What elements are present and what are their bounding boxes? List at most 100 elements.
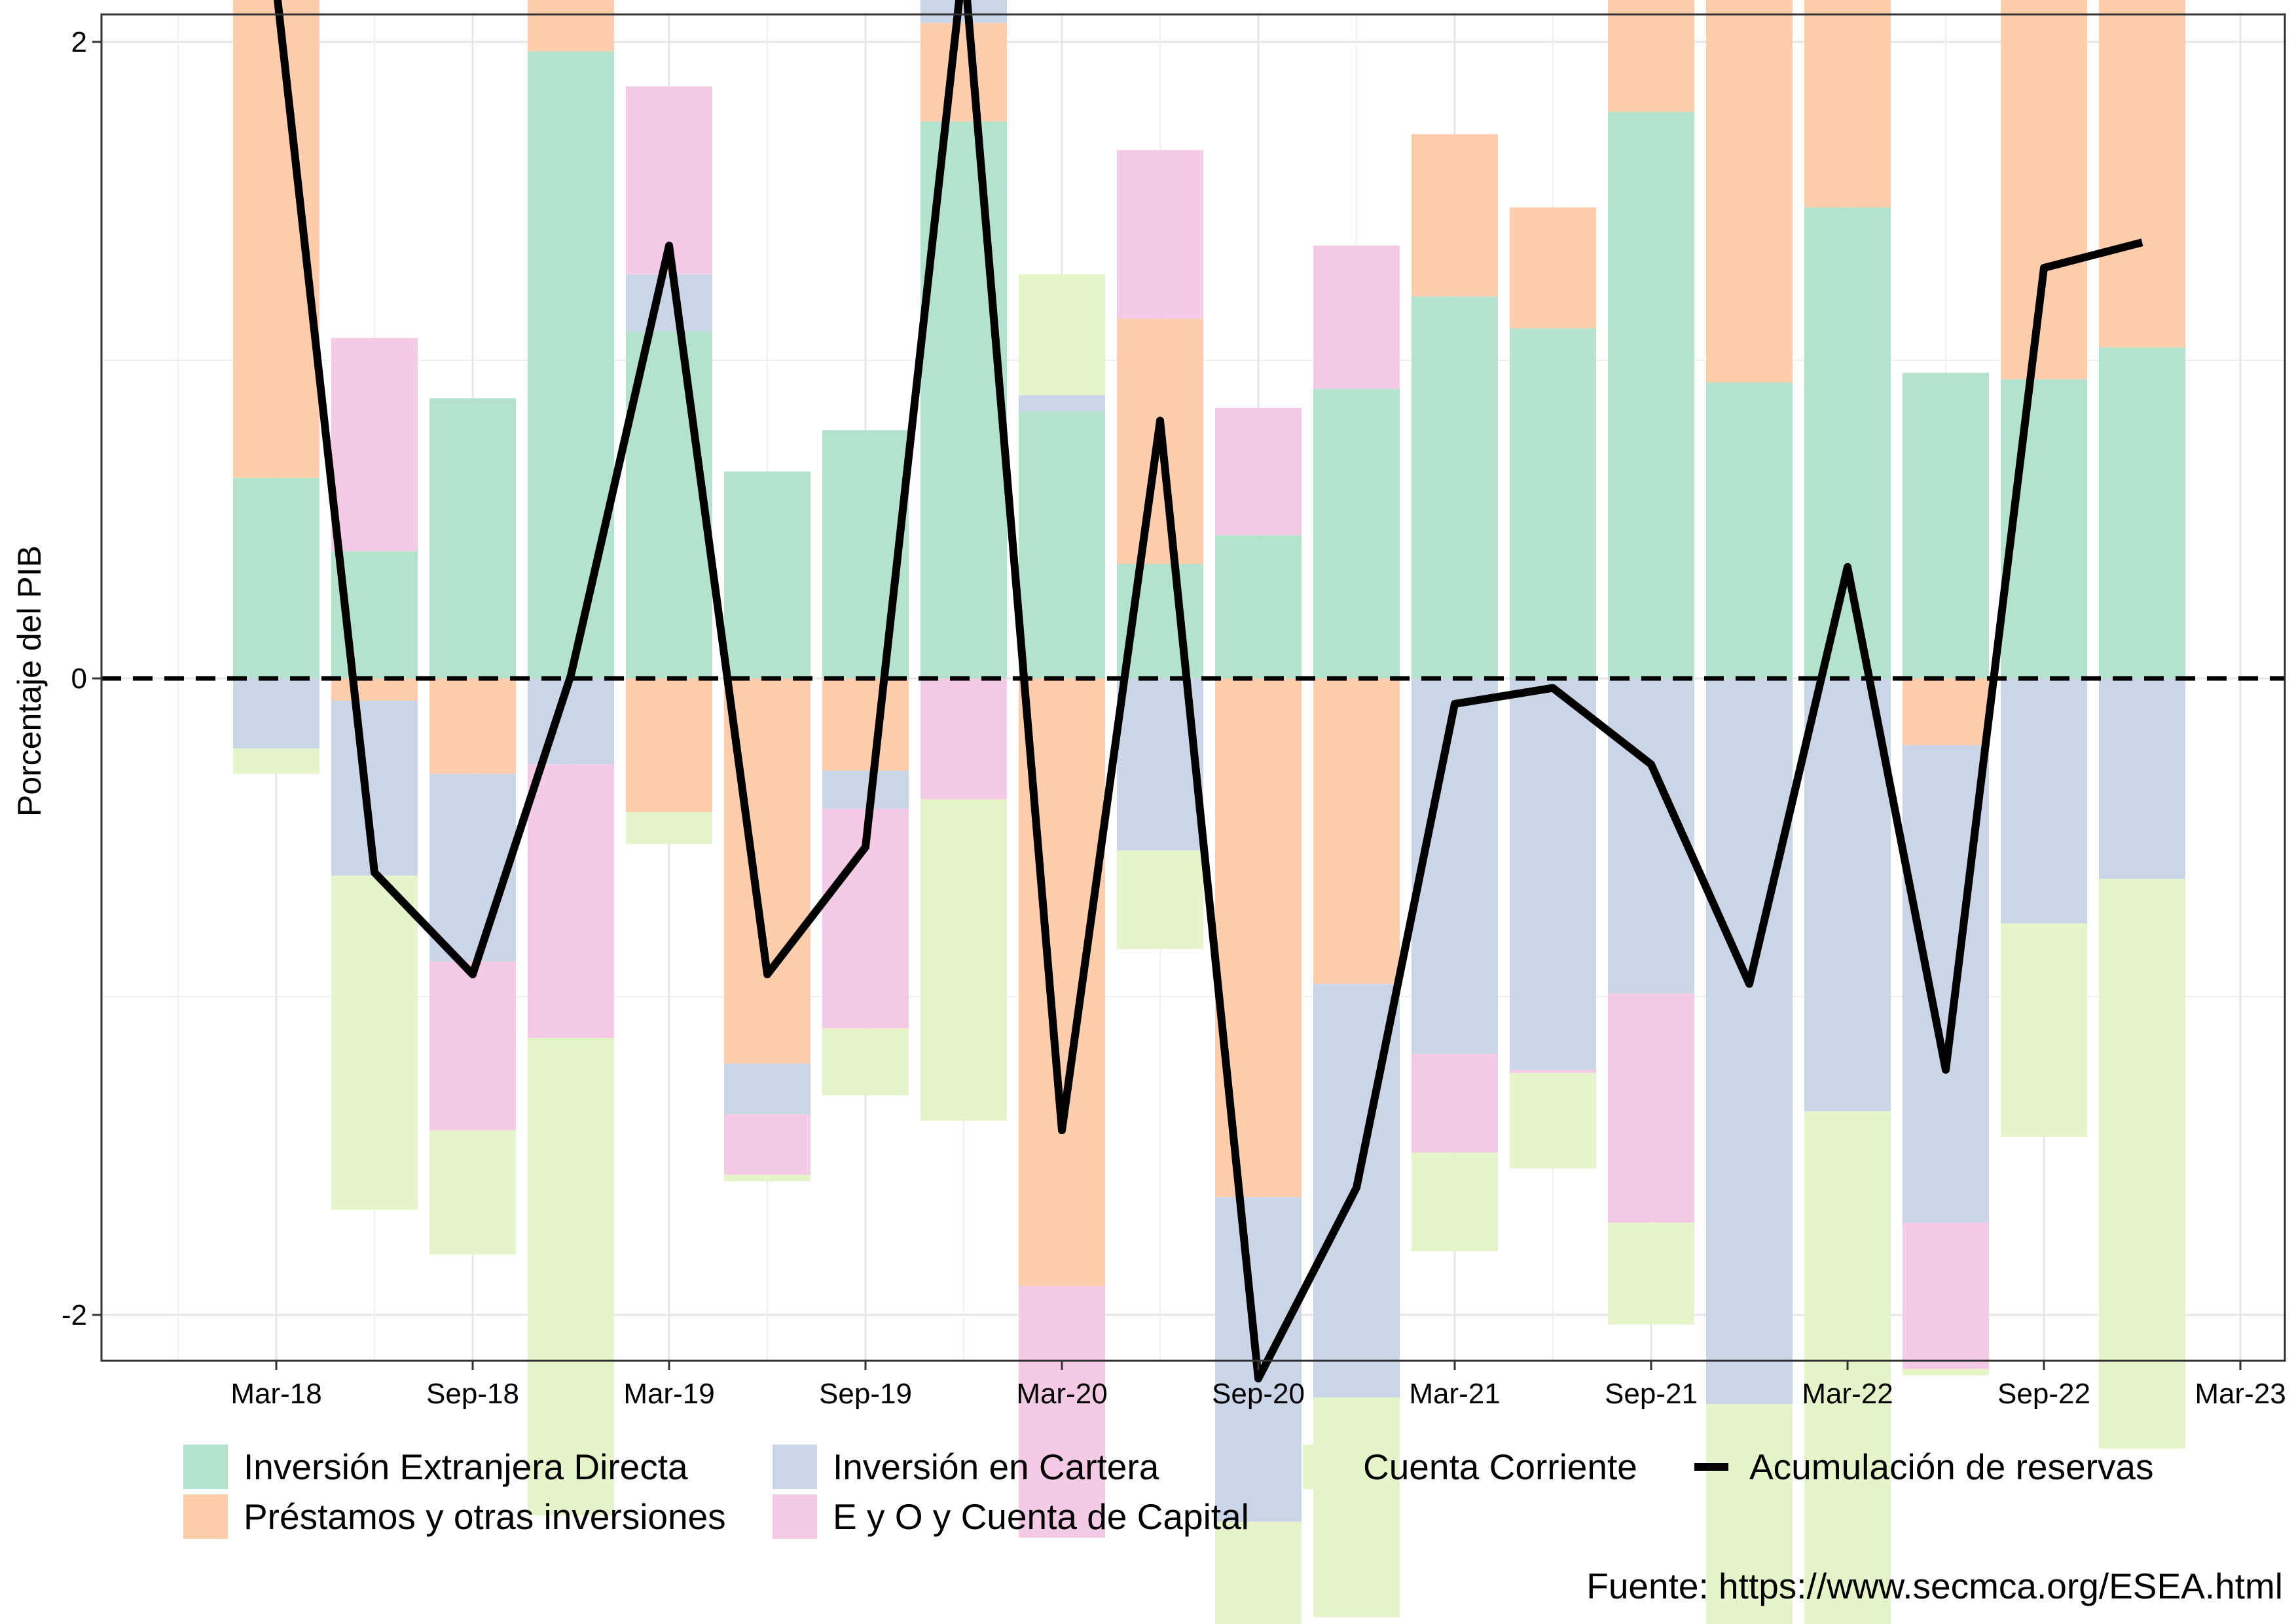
legend-label: Acumulación de reservas <box>1749 1447 2154 1487</box>
legend: Inversión Extranjera Directa Inversión e… <box>183 1444 2278 1540</box>
bar-segment <box>1804 207 1891 679</box>
bar-segment <box>1412 1153 1498 1251</box>
axes: 420-2-4Mar-18Sep-18Mar-19Sep-19Mar-20Sep… <box>62 13 2286 1410</box>
legend-swatch <box>183 1445 228 1489</box>
bars <box>233 0 2185 1624</box>
bar-segment <box>2099 879 2185 1449</box>
legend-swatch <box>773 1494 817 1539</box>
y-tick-label: 0 <box>71 663 87 695</box>
x-tick-label: Sep-18 <box>426 1378 519 1410</box>
bar-segment <box>528 764 614 1039</box>
bar-segment <box>1903 1369 1989 1376</box>
bar-segment <box>1903 678 1989 746</box>
bar-segment <box>429 678 516 774</box>
bar-segment <box>626 331 712 678</box>
x-tick-label: Sep-22 <box>1997 1378 2090 1410</box>
bar-segment <box>1019 1286 1105 1538</box>
bar-segment <box>2099 0 2185 348</box>
bar-segment <box>1903 1223 1989 1369</box>
bar-segment <box>1412 678 1498 1054</box>
bar-segment <box>626 678 712 813</box>
bar-segment <box>920 678 1007 800</box>
bar-segment <box>724 1063 811 1115</box>
legend-label: Inversión Extranjera Directa <box>244 1447 688 1487</box>
bar-segment <box>2001 678 2087 924</box>
bar-segment <box>2099 678 2185 879</box>
x-tick-label: Mar-23 <box>2195 1378 2286 1410</box>
bar-segment <box>1706 382 1793 678</box>
bar-segment <box>1510 1069 1596 1073</box>
legend-label: E y O y Cuenta de Capital <box>833 1496 1249 1537</box>
bar-segment <box>233 748 319 774</box>
bar-segment <box>528 678 614 765</box>
legend-line-swatch <box>1689 1445 1734 1489</box>
bar-segment <box>331 337 418 551</box>
bar-segment <box>920 799 1007 1121</box>
y-tick-label: 2 <box>71 26 87 58</box>
bar-segment <box>1215 1521 1302 1624</box>
legend-item: Acumulación de reservas <box>1689 1444 2213 1490</box>
bar-segment <box>1608 0 1694 112</box>
bar-segment <box>233 477 319 678</box>
x-tick-label: Sep-19 <box>819 1378 912 1410</box>
bar-segment <box>2099 347 2185 678</box>
bar-segment <box>1608 1223 1694 1325</box>
bar-segment <box>1608 993 1694 1223</box>
bar-segment <box>724 1175 811 1181</box>
bar-segment <box>1117 850 1203 950</box>
bar-segment <box>724 471 811 678</box>
bar-segment <box>2001 0 2087 380</box>
bar-segment <box>1608 111 1694 679</box>
bar-segment <box>1313 388 1400 678</box>
bar-segment <box>1510 328 1596 678</box>
x-tick-label: Mar-18 <box>230 1378 321 1410</box>
y-tick-label: -2 <box>62 1299 87 1331</box>
bar-segment <box>528 0 614 52</box>
bar-segment <box>626 812 712 844</box>
legend-swatch <box>773 1445 817 1489</box>
bar-segment <box>822 1028 909 1096</box>
bar-segment <box>429 1130 516 1255</box>
bar-segment <box>429 961 516 1131</box>
bar-segment <box>331 876 418 1210</box>
bar-segment <box>233 678 319 748</box>
bar-segment <box>1019 411 1105 678</box>
x-tick-label: Mar-20 <box>1016 1378 1107 1410</box>
bar-segment <box>1412 1054 1498 1153</box>
legend-item: Préstamos y otras inversiones <box>183 1494 773 1540</box>
x-tick-label: Sep-21 <box>1605 1378 1698 1410</box>
bar-segment <box>1019 274 1105 396</box>
bar-segment <box>822 770 909 809</box>
bar-segment <box>1706 678 1793 1405</box>
x-tick-label: Mar-21 <box>1409 1378 1500 1410</box>
bar-segment <box>1019 395 1105 411</box>
bar-segment <box>724 1114 811 1175</box>
legend-item: Inversión Extranjera Directa <box>183 1444 773 1490</box>
bar-segment <box>1215 407 1302 536</box>
bar-segment <box>1510 207 1596 329</box>
panel-border <box>100 13 2286 1362</box>
bar-segment <box>1706 0 1793 383</box>
legend-item: Inversión en Cartera <box>773 1444 1303 1490</box>
bar-segment <box>331 678 418 701</box>
reserves-line <box>274 0 2143 1383</box>
x-tick-label: Mar-22 <box>1802 1378 1893 1410</box>
bar-segment <box>1804 0 1891 208</box>
bar-segment <box>1313 1397 1400 1617</box>
legend-label: Cuenta Corriente <box>1363 1447 1637 1487</box>
bar-segment <box>429 398 516 678</box>
bar-segment <box>1215 535 1302 678</box>
legend-item: Cuenta Corriente <box>1303 1444 1689 1490</box>
bar-segment <box>1510 678 1596 1070</box>
bar-segment <box>1706 1404 1793 1624</box>
bar-segment <box>822 678 909 771</box>
bar-segment <box>528 1038 614 1516</box>
legend-swatch <box>1303 1445 1347 1489</box>
bar-segment <box>1313 246 1400 389</box>
bar-segment <box>626 274 712 332</box>
reserves-line-path <box>274 0 2143 1383</box>
legend-label: Préstamos y otras inversiones <box>244 1496 726 1537</box>
bar-segment <box>1117 150 1203 319</box>
y-axis-label: Porcentaje del PIB <box>11 545 48 817</box>
